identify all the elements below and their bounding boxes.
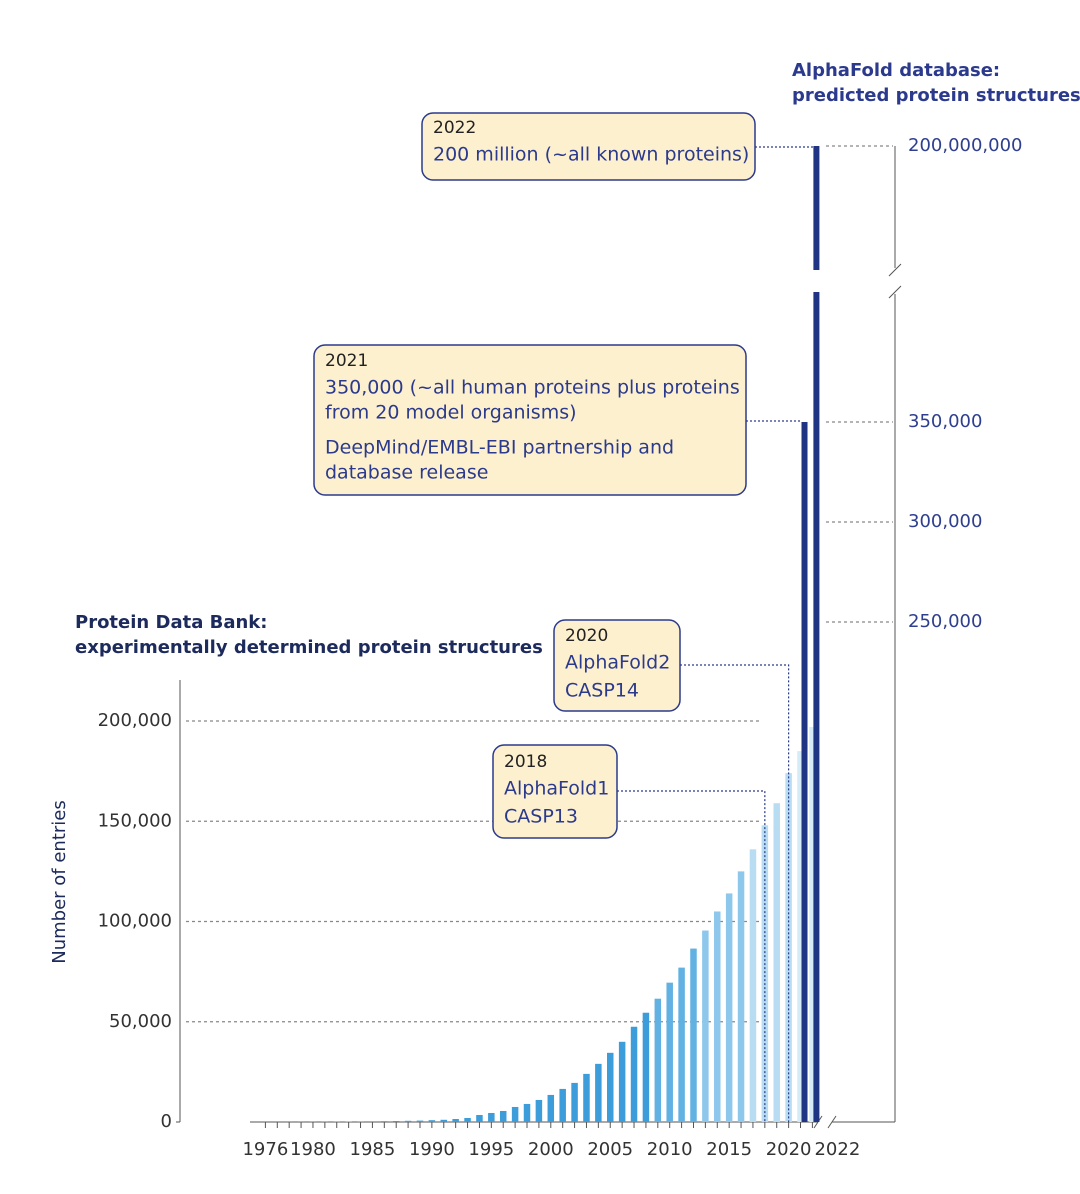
axis-break [888,285,902,299]
bar [737,871,745,1122]
bar [523,1103,531,1122]
chart-title: predicted protein structures [792,85,1080,106]
bar [369,1121,376,1122]
bar [416,1120,424,1122]
bar [785,773,792,1122]
bar [654,998,662,1122]
bar [452,1118,459,1122]
bar [571,1082,578,1122]
y-tick-label: 100,000 [98,911,172,932]
annotation-year: 2021 [325,351,368,371]
bar [428,1120,436,1122]
bar [773,803,780,1122]
leader-line [680,664,790,1122]
chart-subtitle: experimentally determined protein struct… [75,637,543,658]
y2-tick-label: 200,000,000 [908,135,1023,156]
bar [761,825,769,1122]
x-tick-label: 2022 [814,1139,860,1160]
bar [606,1052,614,1122]
annotation-text: DeepMind/EMBL-EBI partnership and [325,437,674,459]
bar [404,1120,412,1122]
annotation-text: database release [325,462,488,484]
bar [357,1121,364,1122]
x-tick-label: 2020 [766,1139,812,1160]
x-tick-label: 1990 [409,1139,455,1160]
bar [702,930,709,1122]
bar [583,1073,590,1122]
bar [749,849,757,1122]
annotation-text: AlphaFold2 [565,652,670,674]
bar [797,751,804,1122]
x-tick-label: 2010 [647,1139,693,1160]
bar [464,1117,471,1122]
bar [381,1121,388,1122]
annotation-text: AlphaFold1 [504,778,609,800]
y2-tick-label: 300,000 [908,511,982,532]
annotation-year: 2022 [433,118,476,138]
annotation-text: 350,000 (~all human proteins plus protei… [325,377,740,399]
annotation-year: 2018 [504,752,547,772]
y-tick-label: 50,000 [109,1011,172,1032]
bar [725,893,733,1122]
x-tick-label: 1980 [290,1139,336,1160]
bar [618,1041,626,1122]
x-tick-label: 1976 [242,1139,288,1160]
bar [714,911,721,1122]
bar [488,1112,495,1122]
annotation-text: from 20 model organisms) [325,402,577,424]
bar [801,422,808,1122]
annotation-box [421,112,756,181]
y-tick-label: 150,000 [98,810,172,831]
bar [440,1119,448,1122]
bar [595,1063,602,1122]
annotation-text: CASP13 [504,806,578,828]
x-tick-label: 1995 [468,1139,514,1160]
x-tick-label: 2005 [587,1139,633,1160]
bar [345,1121,352,1122]
annotation-box [313,344,747,496]
bar [535,1099,543,1122]
y2-tick-label: 250,000 [908,611,982,632]
x-tick-label: 2015 [706,1139,752,1160]
x-tick-label: 2000 [528,1139,574,1160]
chart-title: AlphaFold database: [792,60,1000,81]
bar [690,948,697,1122]
axis-break [810,271,826,289]
annotation-text: 200 million (~all known proteins) [433,144,749,166]
chart-subtitle: Protein Data Bank: [75,612,267,633]
bar [511,1106,519,1122]
bar [813,146,820,270]
bar [642,1012,650,1122]
y-tick-label: 0 [161,1111,172,1132]
y-axis-label: Number of entries [49,800,70,964]
bar [499,1110,507,1122]
y-tick-label: 200,000 [98,710,172,731]
x-tick-label: 1985 [350,1139,396,1160]
bar [809,727,816,1122]
bar [559,1088,566,1122]
axis-break [827,1115,837,1129]
axis-break [888,263,902,277]
bar [678,967,685,1122]
bar [666,982,673,1122]
annotation-box [553,619,681,712]
y2-tick-label: 350,000 [908,411,982,432]
bar [476,1114,483,1122]
bar [547,1094,555,1122]
bar [392,1120,400,1122]
leader-line [617,790,766,1122]
annotation-box [492,744,618,839]
annotation-text: CASP14 [565,680,639,702]
annotation-year: 2020 [565,626,608,646]
bar [813,292,820,1122]
bar [630,1026,638,1122]
